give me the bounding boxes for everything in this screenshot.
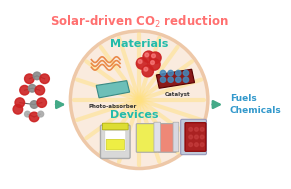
Text: Fuels
Chemicals: Fuels Chemicals [230,94,282,115]
Circle shape [13,105,23,114]
Circle shape [150,52,161,64]
Polygon shape [96,81,129,98]
Circle shape [136,58,148,69]
Circle shape [29,112,39,122]
Circle shape [168,77,173,82]
Circle shape [168,70,173,76]
FancyBboxPatch shape [106,139,124,150]
Circle shape [200,127,204,131]
Circle shape [70,31,208,169]
Circle shape [143,51,155,63]
Circle shape [145,53,149,57]
Circle shape [176,70,181,76]
FancyBboxPatch shape [185,123,206,151]
Circle shape [20,85,29,95]
Circle shape [149,59,160,70]
Circle shape [142,65,153,77]
FancyBboxPatch shape [100,125,130,158]
Circle shape [37,98,47,107]
Circle shape [138,60,142,64]
FancyBboxPatch shape [102,123,128,130]
Text: Devices: Devices [110,110,159,120]
Text: Catalyst: Catalyst [164,92,190,97]
Circle shape [38,111,44,117]
Circle shape [160,77,166,82]
Circle shape [24,74,34,84]
Circle shape [40,74,49,84]
FancyBboxPatch shape [157,124,176,152]
Circle shape [194,135,198,139]
Circle shape [160,70,166,76]
Text: Materials: Materials [110,39,168,49]
FancyBboxPatch shape [105,130,126,151]
Circle shape [200,143,204,146]
Circle shape [183,77,189,82]
Circle shape [15,98,24,107]
Circle shape [24,111,30,117]
Circle shape [189,127,193,131]
Polygon shape [156,69,194,88]
Circle shape [151,61,155,64]
Circle shape [200,135,204,139]
Text: Photo-absorber: Photo-absorber [88,104,136,108]
FancyBboxPatch shape [154,122,161,152]
Circle shape [29,84,36,92]
Circle shape [189,135,193,139]
FancyBboxPatch shape [173,122,179,152]
Circle shape [176,77,181,82]
Circle shape [194,143,198,146]
Circle shape [144,67,148,71]
Circle shape [194,127,198,131]
FancyBboxPatch shape [181,119,206,155]
Circle shape [152,54,155,58]
Circle shape [183,70,189,76]
Circle shape [35,85,45,95]
FancyBboxPatch shape [136,124,157,152]
Circle shape [189,143,193,146]
Circle shape [30,101,38,108]
Text: Solar-driven CO$_2$ reduction: Solar-driven CO$_2$ reduction [50,14,228,30]
Circle shape [33,72,41,80]
